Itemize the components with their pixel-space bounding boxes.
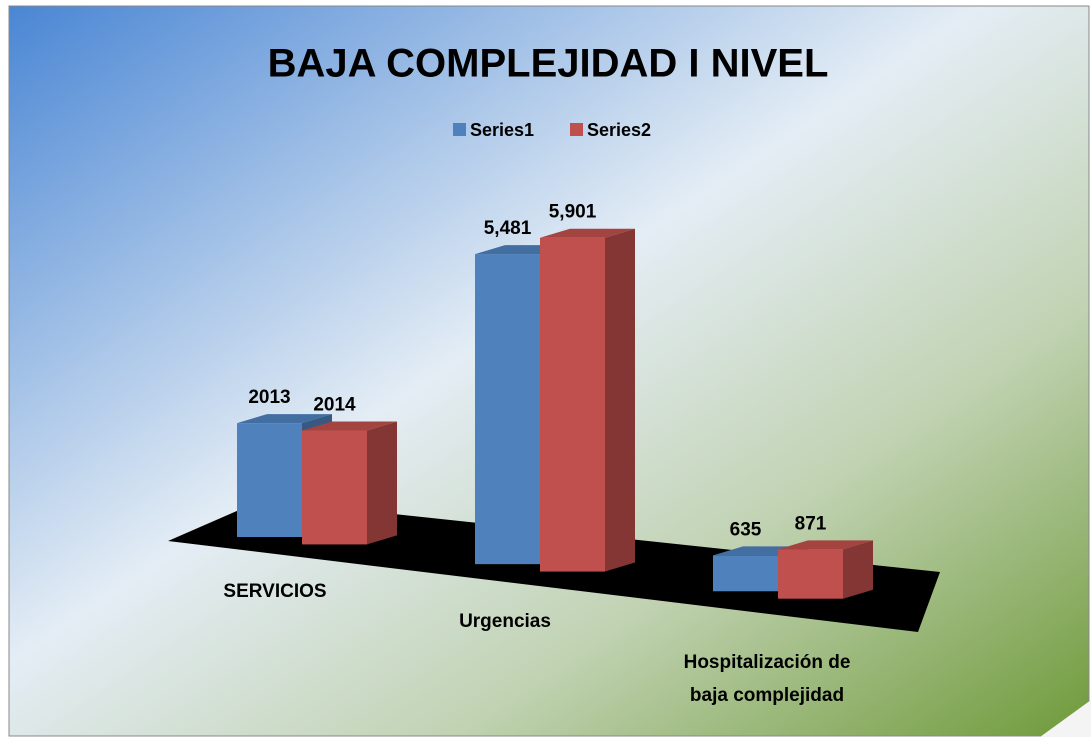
bar-front — [540, 237, 605, 572]
bar-top — [778, 540, 873, 550]
bar-top — [237, 414, 332, 424]
legend-label: Series1 — [470, 120, 534, 140]
data-label: 635 — [730, 519, 762, 540]
bar-front — [475, 254, 540, 565]
bar-front — [778, 549, 843, 599]
bar-front — [713, 555, 778, 592]
bar-side — [843, 540, 873, 599]
legend-swatch — [570, 123, 583, 136]
legend-label: Series2 — [587, 120, 651, 140]
data-label: 871 — [795, 513, 827, 534]
data-label: 2014 — [313, 395, 356, 416]
data-label: 5,901 — [549, 202, 597, 223]
bar-top — [302, 421, 397, 431]
page-curl — [1040, 700, 1091, 737]
bar-front — [302, 430, 367, 545]
legend-swatch — [453, 123, 466, 136]
category-label: SERVICIOS — [223, 581, 327, 602]
chart-title: BAJA COMPLEJIDAD I NIVEL — [268, 42, 829, 86]
category-label: Urgencias — [459, 611, 551, 632]
data-label: 2013 — [248, 387, 290, 408]
data-label: 5,481 — [484, 218, 532, 239]
bar-side — [605, 228, 635, 572]
category-label: Hospitalización de baja complejidad — [683, 652, 851, 706]
bar-side — [367, 421, 397, 545]
bar-front — [237, 423, 302, 538]
bar-top — [540, 228, 635, 238]
